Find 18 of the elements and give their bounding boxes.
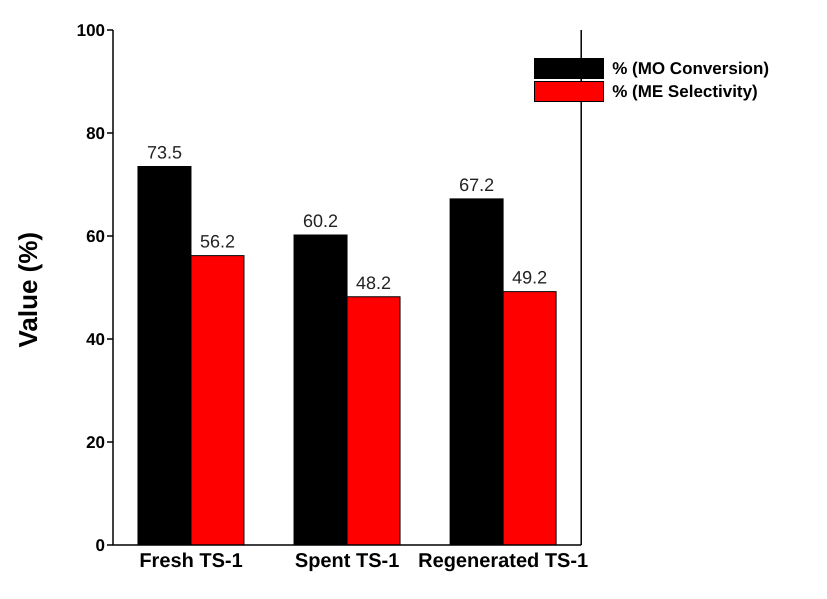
x-tick-label: Regenerated TS-1 xyxy=(418,550,588,572)
data-label: 60.2 xyxy=(303,210,338,231)
data-label: 67.2 xyxy=(459,174,494,195)
y-tick-label: 20 xyxy=(86,433,105,452)
y-tick-label: 60 xyxy=(86,227,105,246)
data-label: 48.2 xyxy=(356,272,392,293)
legend-label: % (ME Selectivity) xyxy=(612,82,758,102)
data-label: 49.2 xyxy=(512,268,548,288)
x-tick-label: Spent TS-1 xyxy=(294,550,400,572)
legend-label: % (MO Conversion) xyxy=(612,58,769,78)
y-tick-label: 0 xyxy=(96,536,105,556)
data-label: 56.2 xyxy=(200,232,235,252)
x-tick-label: Fresh TS-1 xyxy=(139,550,243,572)
y-tick-label: 40 xyxy=(86,330,105,350)
y-tick-label: 80 xyxy=(86,124,105,144)
y-axis-title: Value (%) xyxy=(13,232,44,348)
y-tick-label: 100 xyxy=(76,21,105,40)
data-label: 73.5 xyxy=(146,142,182,162)
